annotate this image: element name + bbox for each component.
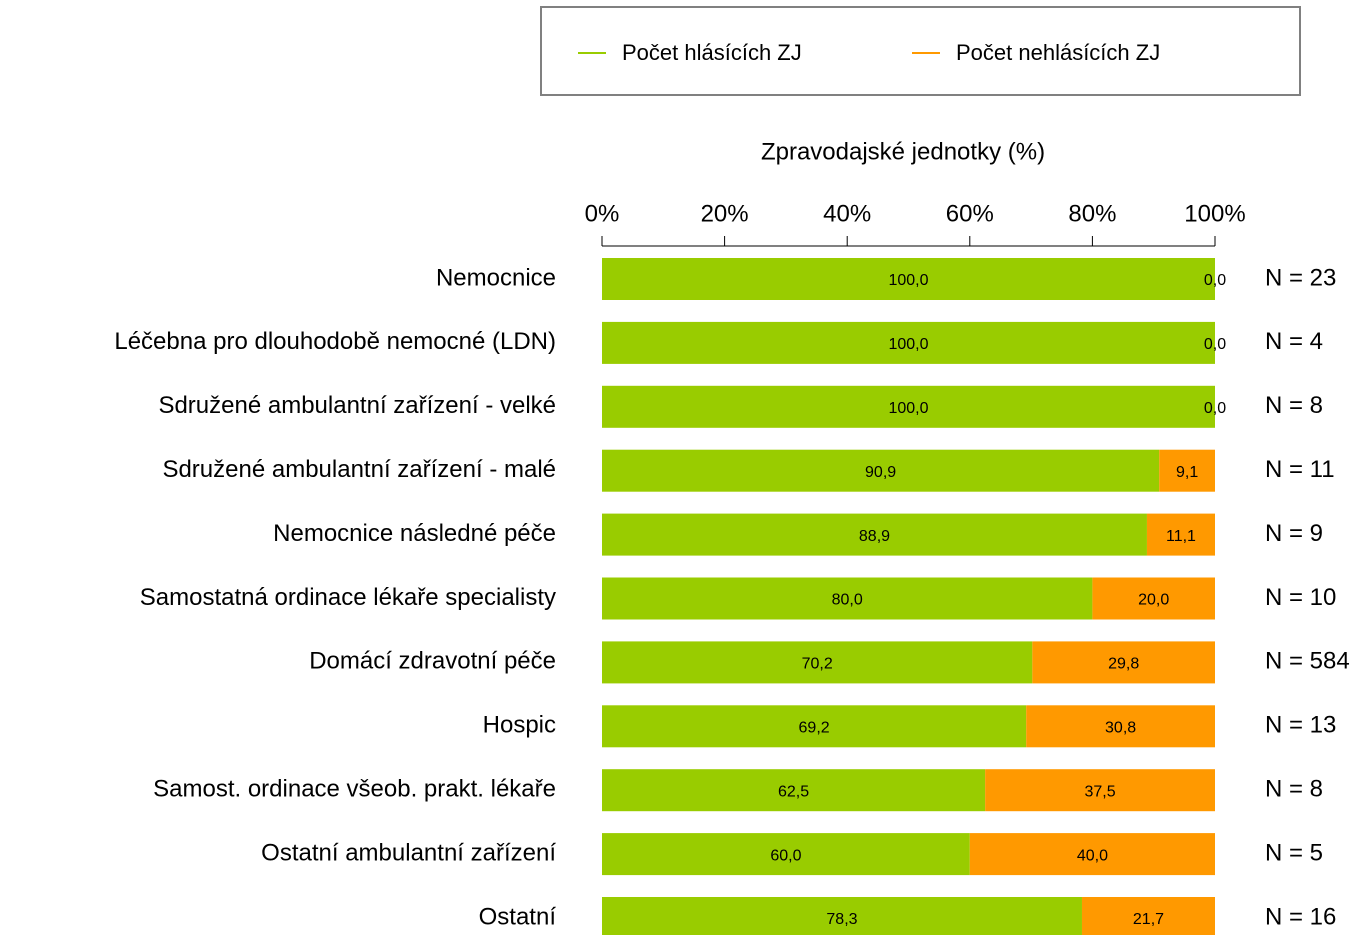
n-label: N = 11 — [1265, 456, 1335, 483]
x-tick-label: 40% — [823, 200, 871, 227]
category-label: Léčebna pro dlouhodobě nemocné (LDN) — [114, 328, 556, 355]
n-label: N = 8 — [1265, 392, 1323, 419]
value-label: 29,8 — [1108, 656, 1139, 673]
value-label: 60,0 — [770, 847, 801, 864]
n-label: N = 10 — [1265, 584, 1336, 611]
value-label: 21,7 — [1133, 911, 1164, 928]
value-label: 100,0 — [888, 272, 928, 289]
legend-label: Počet hlásících ZJ — [622, 40, 802, 65]
value-label: 40,0 — [1077, 847, 1108, 864]
bar-segment — [602, 833, 970, 876]
x-tick-label: 100% — [1184, 200, 1245, 227]
legend-label: Počet nehlásících ZJ — [956, 40, 1160, 65]
value-label: 0,0 — [1204, 272, 1226, 289]
n-label: N = 584 — [1265, 648, 1350, 675]
x-tick-label: 80% — [1068, 200, 1116, 227]
n-label: N = 8 — [1265, 776, 1323, 803]
bar-segment — [602, 897, 1082, 939]
value-label: 20,0 — [1138, 592, 1169, 609]
bar-segment — [602, 641, 1033, 684]
category-label: Domácí zdravotní péče — [309, 648, 556, 675]
n-label: N = 16 — [1265, 903, 1336, 930]
category-label: Samost. ordinace všeob. prakt. lékaře — [153, 776, 556, 803]
bar-segment — [1081, 897, 1215, 939]
category-label: Samostatná ordinace lékaře specialisty — [140, 584, 556, 611]
value-label: 100,0 — [888, 400, 928, 417]
value-label: 37,5 — [1084, 783, 1115, 800]
value-label: 0,0 — [1204, 336, 1226, 353]
n-label: N = 9 — [1265, 520, 1323, 547]
bar-segment — [969, 833, 1215, 876]
bar-segment — [1026, 705, 1215, 748]
axis-title: Zpravodajské jednotky (%) — [761, 138, 1045, 165]
value-label: 100,0 — [888, 336, 928, 353]
bar-segment — [1032, 641, 1215, 684]
category-label: Sdružené ambulantní zařízení - velké — [158, 392, 556, 419]
n-label: N = 13 — [1265, 712, 1336, 739]
category-label: Hospic — [483, 712, 556, 739]
value-label: 90,9 — [865, 464, 896, 481]
n-label: N = 23 — [1265, 264, 1336, 291]
bar-segment — [602, 769, 986, 812]
value-label: 11,1 — [1166, 528, 1196, 545]
value-label: 30,8 — [1105, 720, 1136, 737]
x-tick-label: 60% — [946, 200, 994, 227]
value-label: 9,1 — [1176, 464, 1198, 481]
bar-segment — [1146, 513, 1215, 556]
category-label: Ostatní ambulantní zařízení — [261, 839, 556, 866]
bar-segment — [1159, 449, 1215, 492]
value-label: 0,0 — [1204, 400, 1226, 417]
category-label: Ostatní — [479, 903, 557, 930]
bar-segment — [602, 321, 1215, 364]
value-label: 70,2 — [802, 656, 833, 673]
category-label: Nemocnice — [436, 264, 556, 291]
value-label: 80,0 — [832, 592, 863, 609]
x-tick-label: 0% — [585, 200, 620, 227]
x-tick-label: 20% — [701, 200, 749, 227]
value-label: 78,3 — [826, 911, 857, 928]
value-label: 62,5 — [778, 783, 809, 800]
bar-segment — [602, 513, 1147, 556]
n-label: N = 5 — [1265, 839, 1323, 866]
bar-segment — [602, 705, 1027, 748]
bar-segment — [985, 769, 1215, 812]
value-label: 88,9 — [859, 528, 890, 545]
bar-segment — [602, 449, 1160, 492]
value-label: 69,2 — [799, 720, 830, 737]
legend-box — [540, 6, 1301, 96]
category-label: Nemocnice následné péče — [273, 520, 556, 547]
bar-segment — [1092, 577, 1215, 620]
bar-segment — [602, 385, 1215, 428]
category-label: Sdružené ambulantní zařízení - malé — [162, 456, 556, 483]
bar-segment — [602, 577, 1093, 620]
n-label: N = 4 — [1265, 328, 1323, 355]
bar-segment — [602, 258, 1215, 300]
